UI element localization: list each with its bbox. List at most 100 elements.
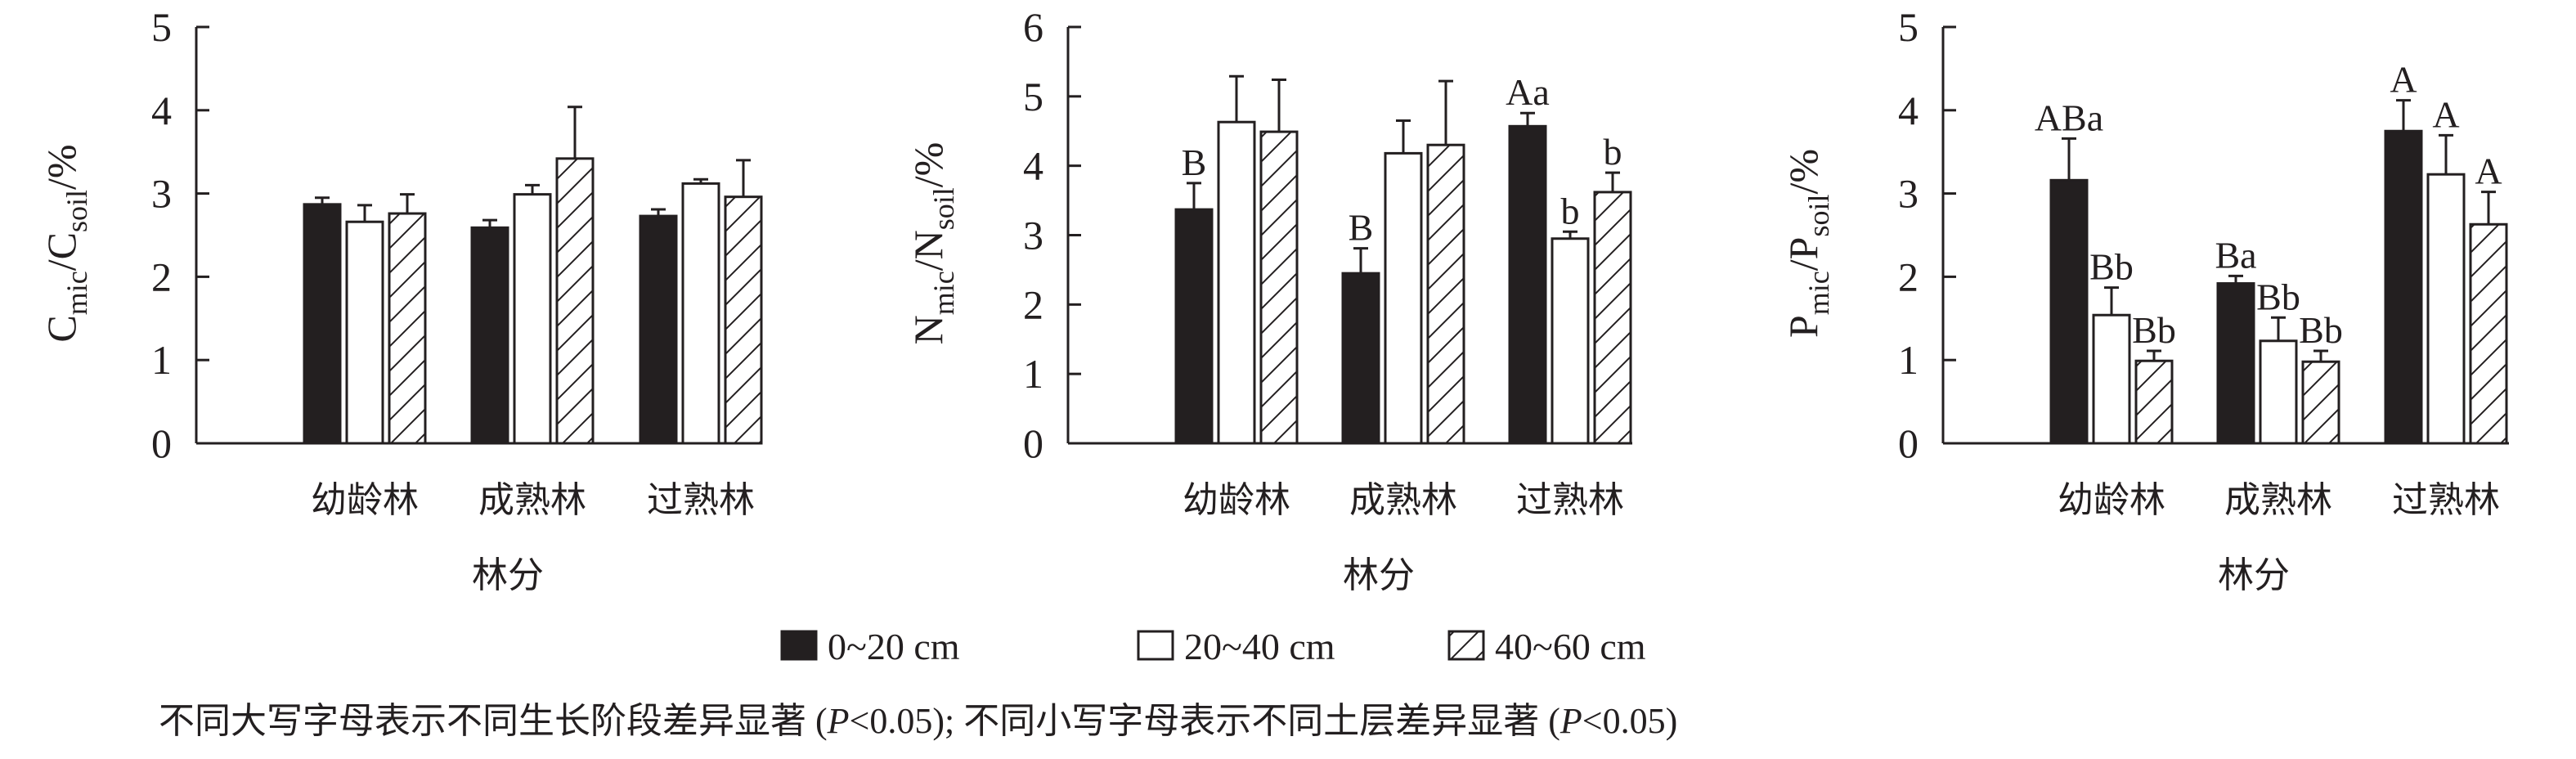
caption-part1: 不同大写字母表示不同生长阶段差异显著 ( bbox=[159, 701, 828, 741]
y-axis-title-part: P bbox=[1780, 315, 1826, 338]
y-axis-title-part: soil bbox=[927, 187, 960, 230]
x-category-label: 过熟林 bbox=[2392, 480, 2500, 520]
significance-label: B bbox=[1349, 207, 1374, 249]
bar-0-20- bbox=[470, 226, 509, 445]
significance-label: ABa bbox=[2035, 97, 2103, 138]
y-tick-label: 2 bbox=[1898, 254, 1919, 299]
legend-swatch bbox=[780, 630, 818, 661]
bar-40-60- bbox=[724, 195, 763, 445]
y-axis-title-part: N bbox=[905, 315, 951, 344]
y-tick-label: 1 bbox=[151, 337, 172, 383]
y-axis-title: Nmic/Nsoil/% bbox=[905, 142, 960, 345]
x-axis-title: 林分 bbox=[2218, 555, 2290, 595]
bar-0-20- bbox=[639, 214, 678, 445]
bar-40-60- bbox=[2301, 360, 2340, 445]
x-category-label: 过熟林 bbox=[647, 480, 755, 520]
significance-label: Aa bbox=[1506, 71, 1550, 113]
bar-0-20- bbox=[303, 203, 342, 445]
legend-label: 20~40 cm bbox=[1184, 626, 1335, 667]
y-tick-label: 0 bbox=[1898, 420, 1919, 466]
legend-swatch bbox=[1137, 630, 1174, 661]
significance-label: b bbox=[1561, 190, 1580, 231]
y-tick-label: 6 bbox=[1023, 4, 1043, 50]
y-tick-label: 2 bbox=[151, 254, 172, 299]
y-axis-title-part: /C bbox=[38, 232, 84, 271]
significance-label: b bbox=[1604, 131, 1622, 173]
y-tick-label: 5 bbox=[151, 4, 172, 50]
x-category-label: 成熟林 bbox=[478, 480, 586, 520]
bar-0-20- bbox=[1508, 124, 1547, 445]
bar-0-20- bbox=[1174, 208, 1214, 445]
x-category-label: 过熟林 bbox=[1516, 480, 1624, 520]
caption-part2: <0.05); 不同小写字母表示不同土层差异显著 ( bbox=[850, 701, 1560, 741]
legend-label: 40~60 cm bbox=[1495, 626, 1646, 667]
legend: 0~20 cm 20~40 cm 40~60 cm bbox=[780, 626, 1646, 667]
y-axis-title-part: C bbox=[38, 315, 84, 342]
y-tick-label: 3 bbox=[151, 171, 172, 217]
bar-20-40- bbox=[2426, 173, 2466, 445]
y-tick-label: 3 bbox=[1023, 213, 1043, 258]
y-tick-label: 0 bbox=[151, 420, 172, 466]
bar-20-40- bbox=[2092, 313, 2131, 445]
y-tick-label: 1 bbox=[1023, 351, 1043, 397]
y-tick-label: 4 bbox=[1898, 88, 1919, 133]
bar-40-60- bbox=[2469, 222, 2508, 445]
bar-40-60- bbox=[1593, 191, 1632, 445]
y-axis-title-part: soil bbox=[61, 190, 93, 232]
x-axis-title: 林分 bbox=[1343, 555, 1415, 595]
y-axis-title: Cmic/Csoil/% bbox=[38, 144, 93, 342]
significance-label: A bbox=[2390, 59, 2417, 101]
y-axis-title-part: /P bbox=[1780, 237, 1826, 272]
bar-20-40- bbox=[681, 182, 720, 445]
bar-20-40- bbox=[1217, 120, 1256, 445]
significance-label: A bbox=[2432, 93, 2459, 135]
significance-label: B bbox=[1182, 141, 1207, 183]
y-axis-title-part: mic bbox=[927, 271, 960, 315]
y-axis-title-part: /% bbox=[1780, 149, 1826, 195]
y-axis-title-part: mic bbox=[1802, 271, 1835, 315]
y-axis-title: Pmic/Psoil/% bbox=[1780, 149, 1835, 338]
bar-20-40- bbox=[2259, 339, 2298, 445]
caption-p1: P bbox=[827, 701, 850, 741]
y-axis-title-part: /% bbox=[38, 144, 84, 190]
y-axis-title-part: /% bbox=[905, 142, 951, 188]
bar-20-40- bbox=[345, 220, 384, 445]
legend-label: 0~20 cm bbox=[828, 626, 960, 667]
y-tick-label: 5 bbox=[1898, 4, 1919, 50]
y-tick-label: 2 bbox=[1023, 281, 1043, 327]
bar-20-40- bbox=[1551, 237, 1590, 445]
y-axis-title-part: mic bbox=[61, 271, 93, 315]
bar-40-60- bbox=[1259, 130, 1299, 445]
y-tick-label: 5 bbox=[1023, 74, 1043, 119]
x-category-label: 幼龄林 bbox=[311, 480, 419, 520]
significance-label: Bb bbox=[2299, 309, 2343, 351]
bar-0-20- bbox=[1341, 272, 1380, 445]
significance-label: Bb bbox=[2132, 309, 2176, 351]
y-axis-title-part: /N bbox=[905, 230, 951, 271]
x-category-label: 幼龄林 bbox=[1183, 480, 1290, 520]
bar-40-60- bbox=[2134, 359, 2174, 445]
y-tick-label: 3 bbox=[1898, 171, 1919, 217]
y-tick-label: 0 bbox=[1023, 420, 1043, 466]
bar-0-20- bbox=[2216, 282, 2255, 445]
x-axis-title: 林分 bbox=[472, 555, 544, 595]
significance-label: A bbox=[2475, 150, 2502, 192]
significance-label: Ba bbox=[2215, 234, 2256, 276]
bar-20-40- bbox=[513, 193, 552, 445]
bar-0-20- bbox=[2384, 129, 2423, 445]
y-tick-label: 4 bbox=[1023, 143, 1043, 189]
bar-40-60- bbox=[1426, 143, 1465, 445]
x-category-label: 成熟林 bbox=[1349, 480, 1457, 520]
bar-40-60- bbox=[388, 212, 427, 445]
x-category-label: 成熟林 bbox=[2224, 480, 2332, 520]
significance-label: Bb bbox=[2089, 246, 2134, 288]
y-tick-label: 4 bbox=[151, 88, 172, 133]
y-tick-label: 1 bbox=[1898, 337, 1919, 383]
x-category-label: 幼龄林 bbox=[2058, 480, 2165, 520]
bar-40-60- bbox=[555, 157, 595, 445]
